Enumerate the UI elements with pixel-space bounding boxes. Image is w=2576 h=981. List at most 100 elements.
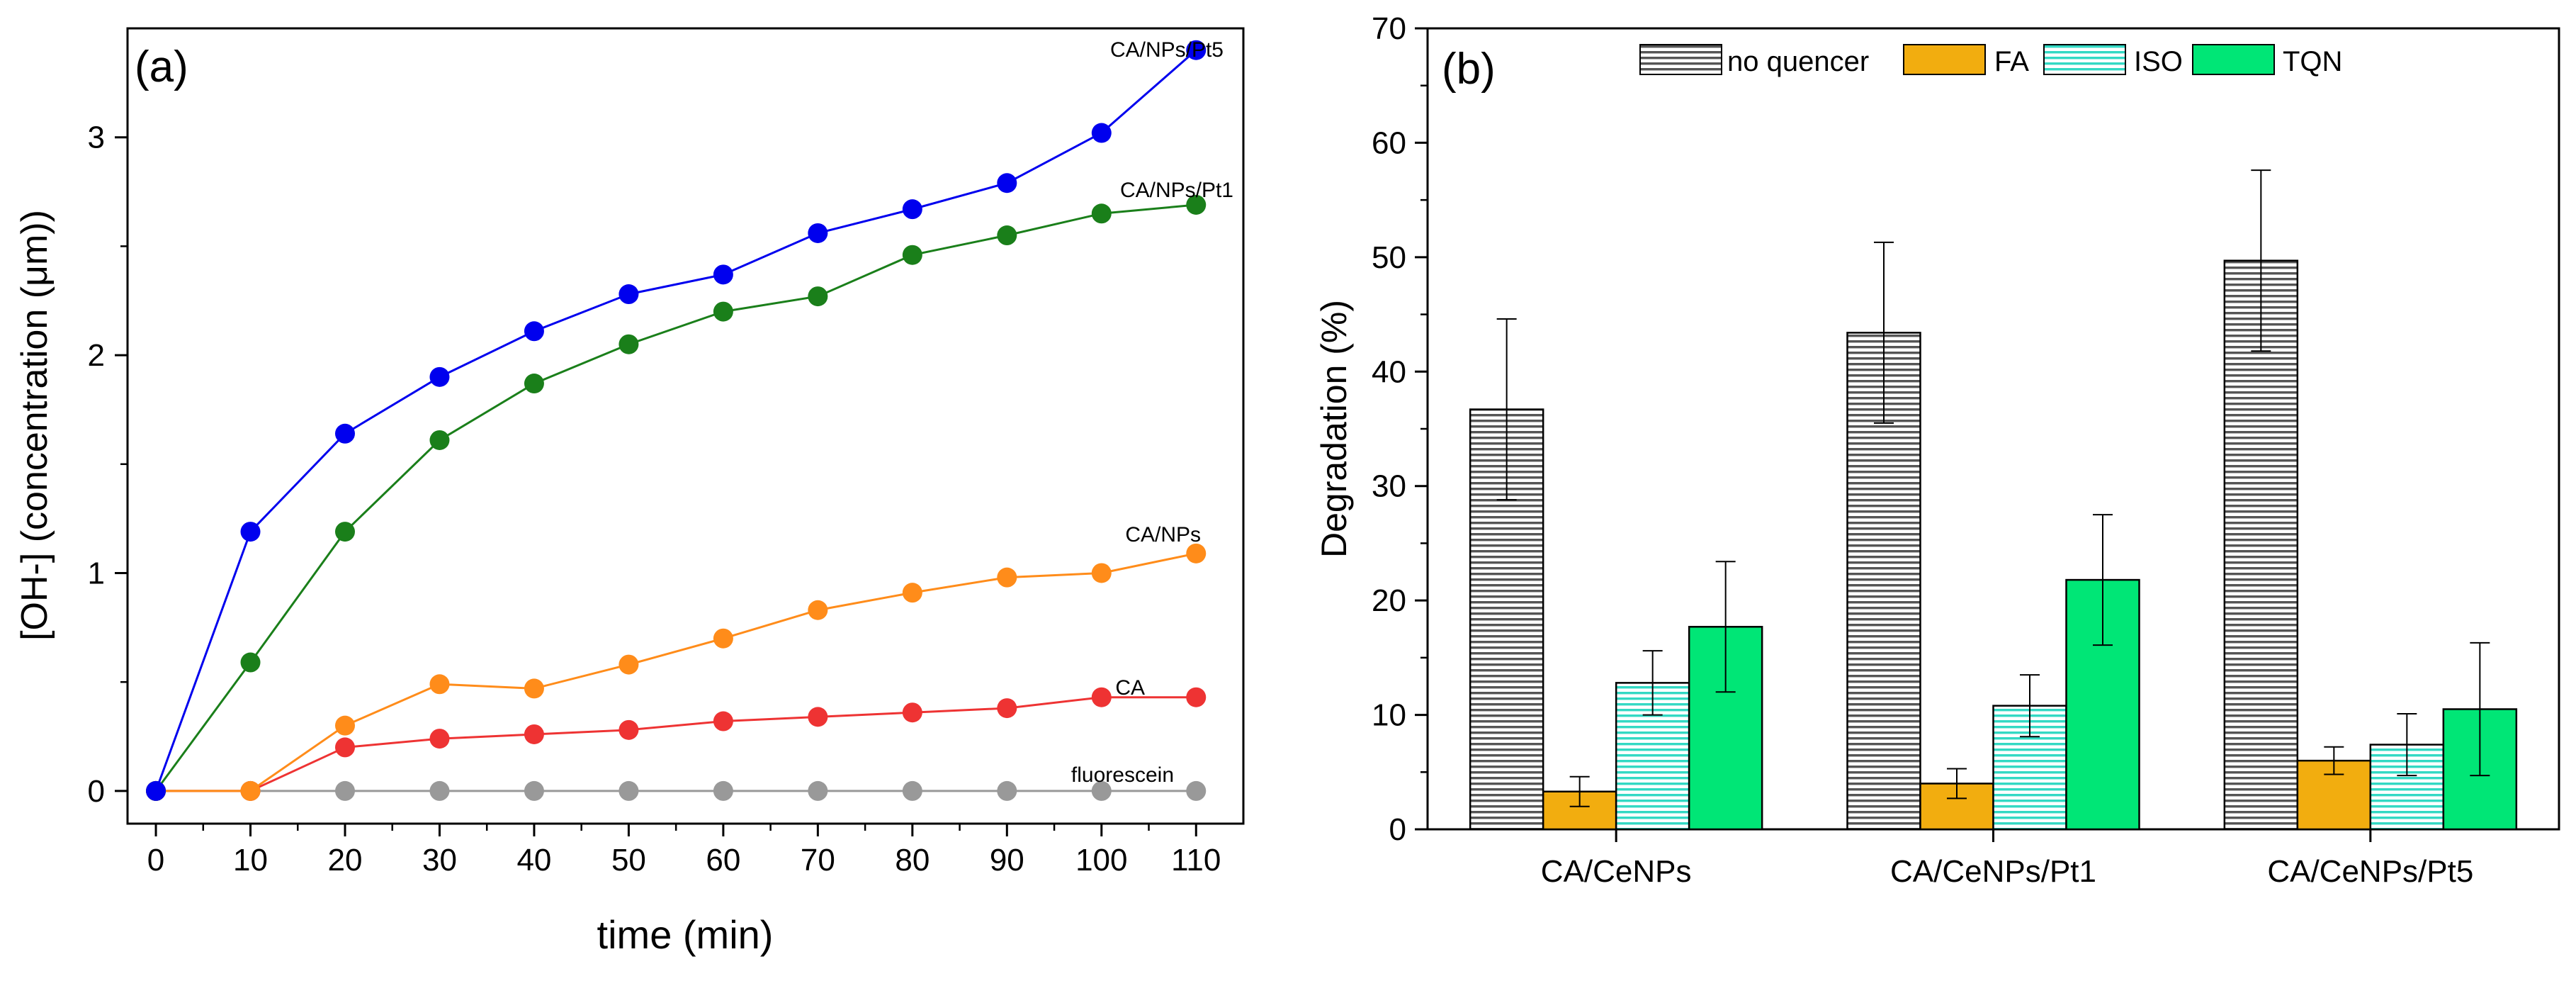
series-point-pt5 — [240, 522, 261, 542]
a-xtick-label: 100 — [1075, 843, 1127, 878]
series-point-ca — [713, 711, 733, 731]
series-label-fluorescein: fluorescein — [1071, 763, 1174, 787]
chart-a-panel-label: (a) — [135, 43, 188, 91]
series-point-ca — [429, 729, 450, 749]
series-point-pt5 — [146, 780, 166, 801]
series-label-ca: CA — [1115, 676, 1145, 700]
series-point-ca — [524, 724, 544, 744]
b-category-label: CA/CeNPs/Pt5 — [2267, 854, 2473, 889]
a-xtick-label: 60 — [706, 843, 740, 878]
series-point-fluorescein — [808, 780, 828, 801]
series-point-nps — [429, 674, 450, 695]
series-point-fluorescein — [429, 780, 450, 801]
a-xtick-label: 50 — [611, 843, 646, 878]
a-xtick-label: 70 — [801, 843, 835, 878]
series-line-pt1 — [154, 203, 1197, 792]
series-point-ca — [334, 737, 355, 758]
series-point-pt1 — [997, 225, 1017, 246]
series-point-pt1 — [902, 245, 922, 265]
chart-b-panel-label: (b) — [1442, 45, 1496, 94]
series-point-ca — [1186, 687, 1207, 707]
b-ytick-label: 40 — [1372, 354, 1406, 389]
series-point-fluorescein — [334, 780, 355, 801]
series-point-fluorescein — [524, 780, 544, 801]
series-point-ca — [808, 707, 828, 727]
chart-b-axes: 0 10 20 30 40 50 60 70 CA/CeNPs CA/CeNPs/Pt1 CA/Ce… — [1372, 11, 2473, 889]
a-xtick-label: 10 — [233, 843, 268, 878]
a-ytick-label: 0 — [88, 774, 105, 809]
b-category-label: CA/CeNPs — [1541, 854, 1692, 889]
series-point-nps — [618, 654, 639, 675]
series-label-pt5: CA/NPs/Pt5 — [1110, 38, 1224, 62]
series-point-pt5 — [713, 264, 733, 285]
series-point-pt1 — [1186, 194, 1207, 215]
a-ytick-label: 3 — [88, 120, 105, 155]
b-ytick-label: 10 — [1372, 698, 1406, 733]
series-point-fluorescein — [902, 780, 922, 801]
series-point-pt5 — [997, 173, 1017, 194]
a-xtick-label: 0 — [147, 843, 164, 878]
b-ytick-label: 0 — [1389, 812, 1406, 847]
series-point-pt1 — [808, 286, 828, 307]
chart-a-series — [146, 40, 1207, 801]
series-point-pt5 — [1186, 40, 1207, 60]
series-label-pt1: CA/NPs/Pt1 — [1120, 179, 1233, 202]
b-ytick-label: 60 — [1372, 125, 1406, 160]
bar-no-quencer — [2223, 259, 2299, 831]
b-ytick-label: 30 — [1372, 469, 1406, 504]
series-line-ca — [156, 696, 1197, 792]
chart-a-ylabel: [OH-] (concentration (μm)) — [14, 210, 55, 641]
legend-label-tqn: TQN — [2283, 46, 2342, 77]
series-point-pt1 — [618, 334, 639, 354]
b-category-label: CA/CeNPs/Pt1 — [1890, 854, 2096, 889]
series-point-fluorescein — [618, 780, 639, 801]
series-point-nps — [808, 600, 828, 620]
series-point-ca — [1091, 687, 1112, 707]
series-point-pt5 — [1091, 123, 1112, 143]
series-point-pt5 — [429, 366, 450, 387]
series-point-nps — [997, 567, 1017, 588]
series-point-pt5 — [524, 321, 544, 342]
series-label-nps: CA/NPs — [1125, 523, 1201, 546]
series-point-pt5 — [808, 223, 828, 243]
series-line-nps — [156, 552, 1197, 792]
a-xtick-label: 90 — [990, 843, 1024, 878]
a-ytick-label: 1 — [88, 556, 105, 590]
a-xtick-label: 30 — [422, 843, 457, 878]
series-point-nps — [524, 678, 544, 699]
series-point-pt5 — [618, 284, 639, 305]
legend-label-iso: ISO — [2134, 46, 2183, 77]
series-point-nps — [713, 628, 733, 649]
series-point-nps — [334, 715, 355, 736]
series-point-nps — [902, 583, 922, 603]
chart-b-legend: no quencer FA ISO TQN — [1639, 44, 2342, 77]
series-point-fluorescein — [997, 780, 1017, 801]
series-point-pt5 — [334, 423, 355, 444]
chart-b-ylabel: Degradation (%) — [1314, 300, 1354, 558]
a-ytick-label: 2 — [88, 338, 105, 373]
series-line-pt5 — [154, 49, 1197, 792]
series-point-pt1 — [713, 301, 733, 322]
series-point-ca — [997, 698, 1017, 719]
a-xtick-label: 20 — [328, 843, 363, 878]
chart-a-frame — [126, 27, 1245, 825]
a-xtick-label: 110 — [1171, 843, 1221, 878]
chart-a-axes: 0 10 20 30 40 50 60 70 80 90 100 110 0 1 2 3 — [88, 120, 1221, 878]
series-point-pt1 — [524, 374, 544, 394]
series-point-nps — [1186, 543, 1207, 564]
series-point-pt1 — [1091, 203, 1112, 224]
series-point-fluorescein — [1186, 780, 1207, 801]
series-point-ca — [618, 719, 639, 740]
a-xtick-label: 80 — [895, 843, 930, 878]
series-point-pt1 — [429, 430, 450, 450]
legend-swatch-iso — [2043, 44, 2126, 75]
b-ytick-label: 20 — [1372, 583, 1406, 618]
legend-swatch-no-quencer — [1639, 44, 1722, 75]
series-point-pt1 — [334, 522, 355, 542]
series-point-nps — [240, 780, 261, 801]
series-point-fluorescein — [713, 780, 733, 801]
series-point-pt1 — [240, 652, 261, 673]
chart-a: 0 10 20 30 40 50 60 70 80 90 100 110 0 1 2 3 (a) time (… — [14, 27, 1245, 957]
a-xtick-label: 40 — [516, 843, 551, 878]
